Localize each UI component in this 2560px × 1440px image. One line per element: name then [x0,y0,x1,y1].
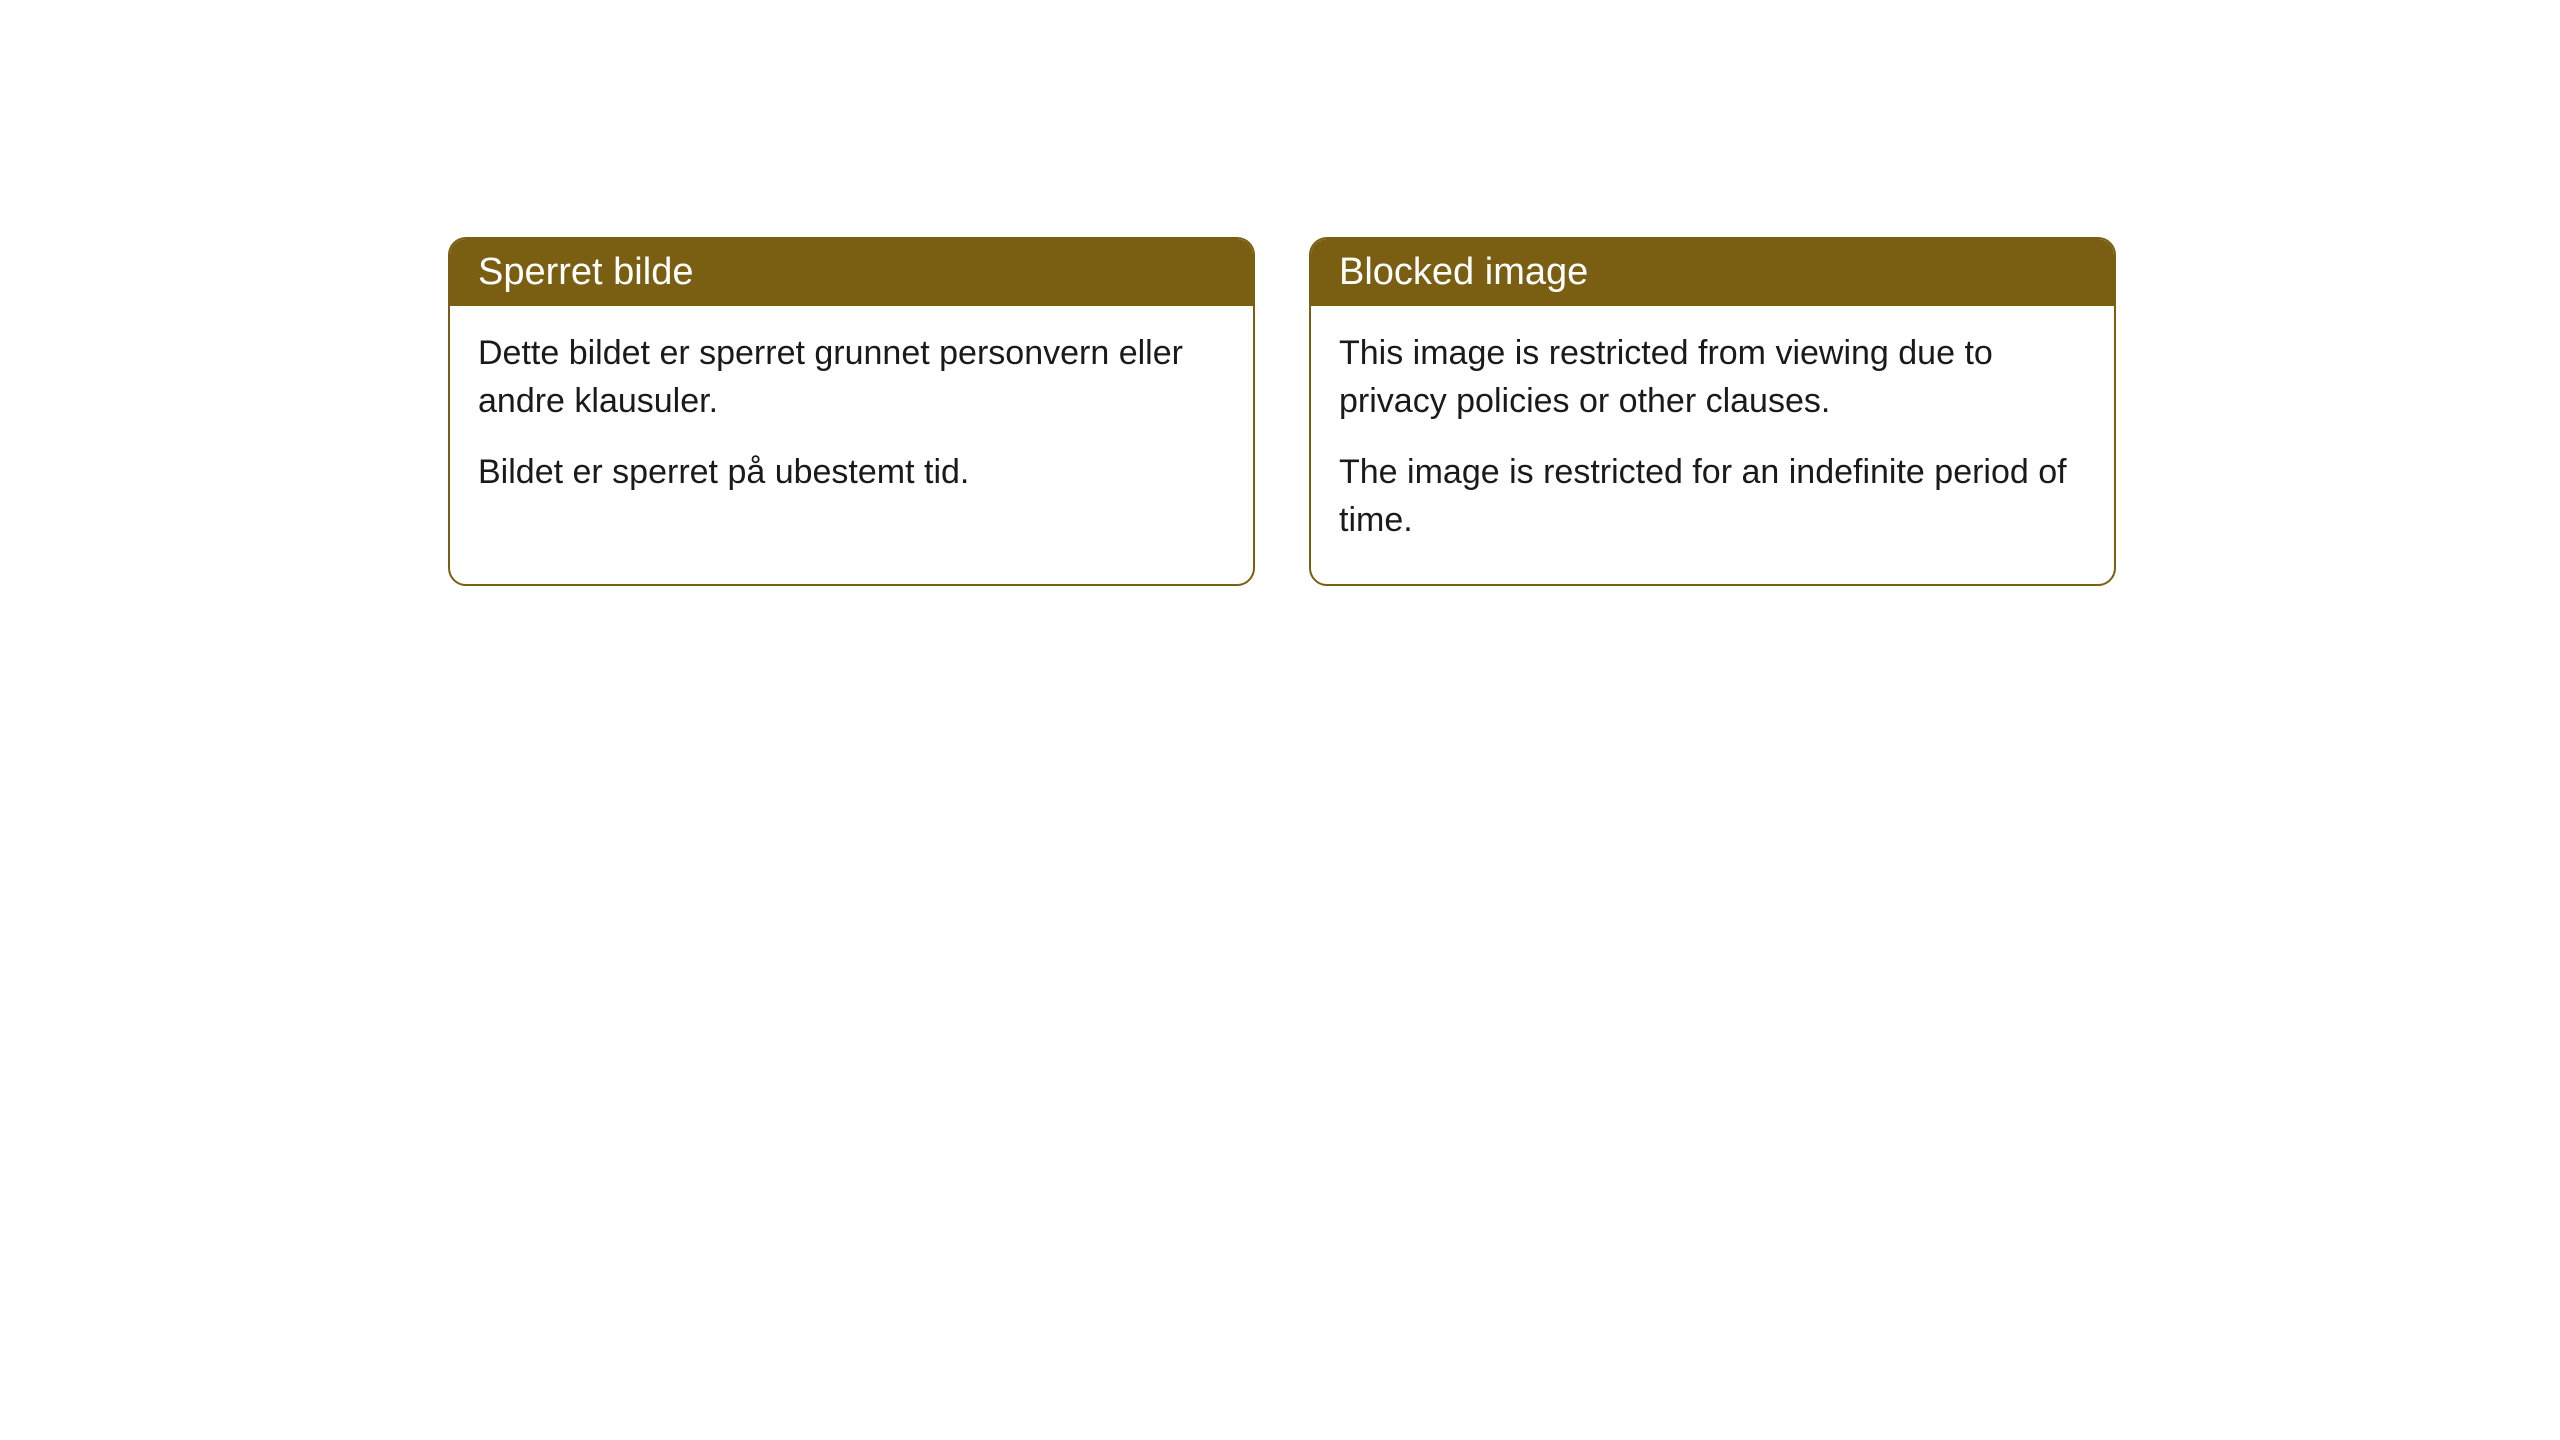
notice-card-english: Blocked image This image is restricted f… [1309,237,2116,586]
card-paragraph: Dette bildet er sperret grunnet personve… [478,330,1225,425]
card-paragraph: The image is restricted for an indefinit… [1339,449,2086,544]
card-paragraph: Bildet er sperret på ubestemt tid. [478,449,1225,497]
notice-card-norwegian: Sperret bilde Dette bildet er sperret gr… [448,237,1255,586]
card-header: Blocked image [1311,239,2114,306]
card-title: Blocked image [1339,251,1588,293]
card-body: This image is restricted from viewing du… [1311,306,2114,584]
card-body: Dette bildet er sperret grunnet personve… [450,306,1253,537]
card-paragraph: This image is restricted from viewing du… [1339,330,2086,425]
notice-cards-container: Sperret bilde Dette bildet er sperret gr… [448,237,2116,586]
card-header: Sperret bilde [450,239,1253,306]
card-title: Sperret bilde [478,251,693,293]
